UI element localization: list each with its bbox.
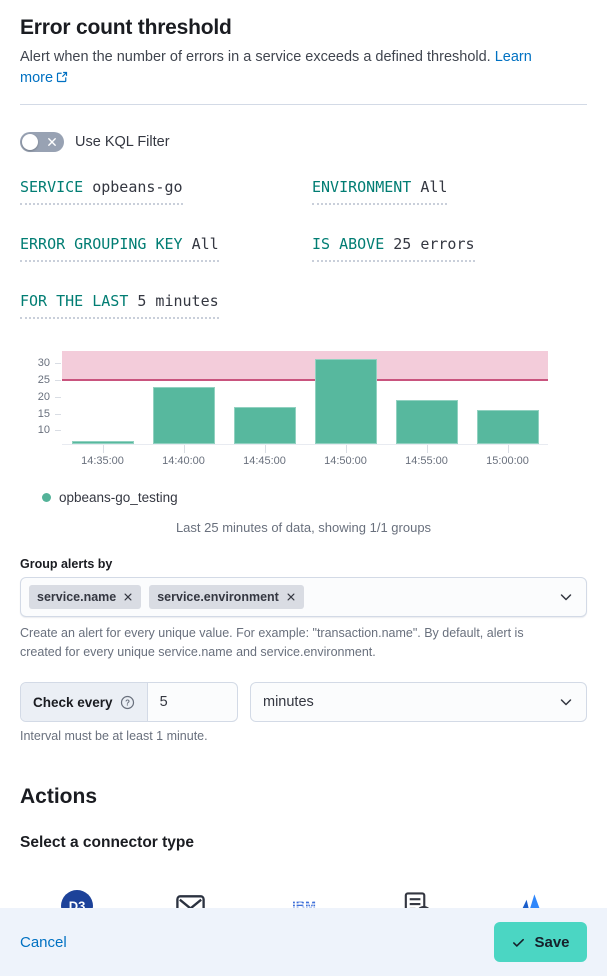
- chevron-down-icon: [560, 699, 572, 706]
- y-axis-tick: [55, 379, 61, 381]
- kql-filter-toggle[interactable]: [20, 132, 64, 152]
- legend-label: opbeans-go_testing: [59, 490, 178, 505]
- check-every-label: Check every: [33, 694, 113, 710]
- toggle-knob: [22, 134, 38, 150]
- connector-type-heading: Select a connector type: [20, 834, 195, 851]
- condition-value: All: [420, 178, 448, 196]
- condition-value: 5 minutes: [137, 292, 219, 310]
- external-link-icon: [56, 71, 68, 83]
- group-by-tag[interactable]: service.name: [29, 585, 142, 609]
- x-axis-tick: [345, 445, 347, 453]
- condition-value: 25 errors: [393, 235, 475, 253]
- combobox-pills: service.name service.environment: [29, 585, 558, 609]
- save-button-label: Save: [534, 933, 570, 951]
- y-axis-tick-label: 10: [37, 424, 50, 437]
- learn-more-link[interactable]: Learn more: [20, 49, 532, 86]
- chart-caption: Last 25 minutes of data, showing 1/1 gro…: [175, 520, 432, 535]
- rule-description: Alert when the number of errors in a ser…: [20, 47, 563, 89]
- condition-for-the-last[interactable]: FOR THE LAST 5 minutes: [20, 292, 219, 319]
- x-axis-tick-label: 14:55:00: [405, 455, 448, 467]
- interval-unit-value: minutes: [263, 694, 314, 710]
- y-axis-tick-label: 20: [37, 390, 50, 403]
- x-axis-tick-label: 15:00:00: [486, 455, 529, 467]
- kql-filter-row: Use KQL Filter: [20, 132, 587, 152]
- y-axis-tick-label: 30: [37, 356, 50, 369]
- group-alerts-help: Create an alert for every unique value. …: [20, 626, 524, 659]
- svg-text:?: ?: [125, 698, 130, 707]
- interval-unit-select[interactable]: minutes: [250, 682, 587, 722]
- tag-label: service.environment: [157, 590, 279, 604]
- condition-label: ERROR GROUPING KEY: [20, 235, 183, 253]
- rule-description-text: Alert when the number of errors in a ser…: [20, 49, 491, 65]
- threshold-band: [62, 351, 548, 380]
- condition-is-above[interactable]: IS ABOVE 25 errors: [312, 235, 475, 262]
- x-axis-line: [62, 444, 548, 445]
- chart-bar: [476, 410, 539, 444]
- x-axis-tick-label: 14:45:00: [243, 455, 286, 467]
- chevron-down-icon[interactable]: [558, 589, 574, 605]
- condition-environment[interactable]: ENVIRONMENT All: [312, 178, 448, 205]
- toggle-off-x-icon: [48, 138, 56, 146]
- condition-service[interactable]: SERVICE opbeans-go: [20, 178, 183, 205]
- y-axis-tick-label: 25: [37, 373, 50, 386]
- x-axis-tick: [102, 445, 104, 453]
- legend-dot-icon: [42, 493, 51, 502]
- rule-flyout: Error count threshold Alert when the num…: [20, 16, 587, 950]
- remove-tag-icon[interactable]: [286, 592, 296, 602]
- condition-value: opbeans-go: [92, 178, 183, 196]
- threshold-line: [62, 378, 548, 381]
- chart-bar: [314, 359, 377, 444]
- x-axis-tick: [507, 445, 509, 453]
- check-icon: [513, 938, 525, 947]
- condition-label: SERVICE: [20, 178, 84, 196]
- preview-chart: 10 15 20 25 30 14:35:00 14:40:00 14:45:00 14:50:…: [20, 351, 587, 535]
- chart-plot-area: 10 15 20 25 30 14:35:00 14:40:00 14:45:00 14:50:…: [38, 351, 548, 467]
- check-every-prepend: Check every ?: [21, 683, 148, 721]
- y-axis-tick: [55, 362, 61, 364]
- kql-filter-label: Use KQL Filter: [75, 134, 170, 150]
- rule-conditions: SERVICE opbeans-go ENVIRONMENT All ERROR GRO…: [20, 178, 587, 319]
- y-axis-tick-label: 15: [37, 407, 50, 420]
- chart-bar: [395, 400, 458, 444]
- help-icon[interactable]: ?: [120, 695, 135, 710]
- y-axis-tick: [55, 430, 61, 432]
- cancel-button[interactable]: Cancel: [20, 933, 67, 951]
- divider: [20, 104, 587, 105]
- x-axis-tick-label: 14:40:00: [162, 455, 205, 467]
- x-axis-tick: [183, 445, 185, 453]
- group-alerts-label: Group alerts by: [20, 557, 113, 571]
- check-every-input[interactable]: [147, 683, 237, 721]
- page-title: Error count threshold: [20, 16, 232, 39]
- condition-label: IS ABOVE: [312, 235, 385, 253]
- schedule-row: Check every ? minutes: [20, 682, 587, 722]
- actions-heading: Actions: [20, 785, 98, 808]
- condition-label: ENVIRONMENT: [312, 178, 412, 196]
- interval-hint: Interval must be at least 1 minute.: [20, 729, 208, 743]
- chart-bar: [233, 406, 296, 444]
- save-button[interactable]: Save: [494, 922, 587, 962]
- x-axis-tick-label: 14:35:00: [81, 455, 124, 467]
- tag-label: service.name: [37, 590, 117, 604]
- y-axis-tick: [55, 413, 61, 415]
- y-axis-tick: [55, 396, 61, 398]
- condition-error-grouping-key[interactable]: ERROR GROUPING KEY All: [20, 235, 219, 262]
- x-axis-tick-label: 14:50:00: [324, 455, 367, 467]
- chart-bar: [71, 440, 134, 444]
- chart-legend-item[interactable]: opbeans-go_testing: [42, 490, 587, 505]
- remove-tag-icon[interactable]: [123, 592, 133, 602]
- flyout-footer: Cancel Save: [0, 908, 607, 976]
- check-every-group: Check every ?: [20, 682, 238, 722]
- group-by-tag[interactable]: service.environment: [149, 585, 304, 609]
- x-axis-tick: [264, 445, 266, 453]
- chart-bar: [152, 386, 215, 444]
- x-axis-tick: [426, 445, 428, 453]
- condition-value: All: [191, 235, 219, 253]
- group-alerts-combobox[interactable]: service.name service.environment: [20, 577, 587, 617]
- condition-label: FOR THE LAST: [20, 292, 129, 310]
